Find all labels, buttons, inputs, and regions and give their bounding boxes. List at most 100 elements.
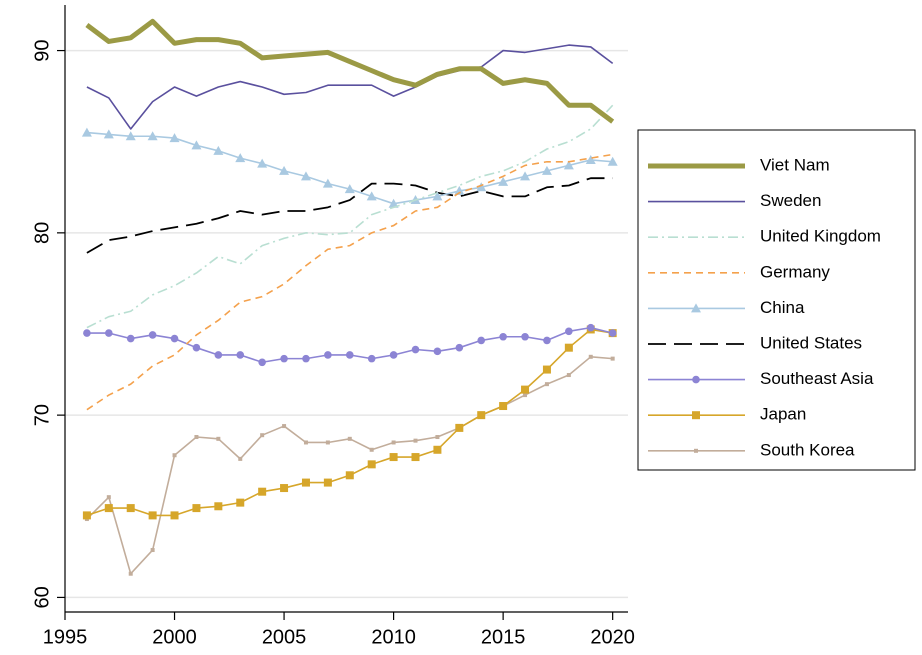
marker (216, 436, 221, 441)
marker (128, 571, 133, 576)
marker (520, 171, 531, 181)
marker (455, 423, 464, 432)
y-tick-label: 60 (31, 586, 53, 608)
marker (192, 504, 201, 513)
marker (585, 154, 596, 164)
marker (433, 347, 442, 356)
marker (543, 336, 551, 345)
marker (607, 156, 618, 166)
legend-box (637, 129, 916, 471)
marker (105, 329, 113, 337)
legend-label: South Korea (760, 440, 855, 459)
x-tick-label: 2015 (481, 626, 526, 648)
marker (389, 453, 398, 462)
marker (126, 334, 135, 343)
marker (258, 358, 266, 367)
legend-label: Japan (760, 405, 806, 424)
marker (694, 448, 698, 453)
marker (323, 478, 332, 487)
marker (103, 129, 114, 139)
marker (388, 198, 399, 208)
legend-label: United States (760, 333, 862, 352)
legend-label: United Kingdom (760, 227, 881, 246)
marker (564, 343, 573, 352)
marker (521, 385, 530, 394)
series (86, 177, 613, 254)
marker (369, 447, 374, 452)
line (86, 177, 613, 254)
marker (126, 504, 135, 513)
marker (477, 336, 486, 345)
legend-label: Southeast Asia (760, 369, 874, 388)
legend-label: China (760, 298, 805, 317)
series (83, 323, 617, 367)
legend-label: Germany (760, 262, 830, 281)
line (86, 104, 614, 329)
marker (282, 424, 287, 429)
marker (258, 487, 267, 496)
marker (544, 382, 549, 387)
marker (125, 131, 136, 141)
marker (565, 327, 573, 336)
marker (148, 511, 157, 520)
marker (147, 131, 158, 141)
marker (498, 176, 509, 186)
marker (104, 504, 113, 513)
marker (432, 191, 443, 201)
marker (454, 185, 465, 195)
marker (280, 354, 288, 363)
marker (260, 433, 265, 438)
marker (455, 343, 464, 352)
marker (325, 440, 330, 445)
marker (477, 411, 486, 420)
marker (194, 435, 199, 440)
marker (238, 456, 243, 461)
marker (257, 158, 268, 168)
marker (566, 373, 571, 378)
marker (345, 471, 354, 480)
marker (691, 303, 701, 313)
marker (169, 133, 180, 143)
marker (692, 375, 700, 384)
legend-label: Sweden (760, 191, 821, 210)
marker (106, 495, 111, 500)
marker (324, 351, 332, 359)
series (86, 153, 613, 411)
marker (82, 511, 91, 520)
legend: Viet Nam Sweden United Kingdom Germany China… (637, 129, 916, 471)
marker (692, 411, 700, 420)
marker (367, 354, 376, 363)
series (85, 18, 615, 124)
marker (303, 440, 308, 445)
marker (411, 345, 420, 354)
marker (191, 140, 202, 150)
marker (499, 402, 508, 411)
marker (301, 478, 310, 487)
x-tick-label: 2020 (590, 626, 635, 648)
x-tick-label: 1995 (43, 626, 88, 648)
marker (214, 351, 223, 359)
marker (541, 165, 552, 175)
marker (345, 351, 354, 359)
marker (347, 436, 352, 441)
marker (563, 160, 574, 170)
marker (214, 502, 223, 511)
marker (435, 435, 440, 440)
marker (413, 438, 418, 443)
line (86, 153, 613, 411)
marker (236, 498, 245, 507)
marker (608, 329, 617, 337)
marker (366, 191, 377, 201)
marker (235, 153, 246, 163)
line (85, 18, 615, 124)
marker (391, 440, 396, 445)
marker (610, 356, 615, 361)
marker (192, 343, 201, 352)
marker (586, 323, 595, 332)
marker (81, 127, 92, 137)
marker (279, 165, 290, 175)
marker (411, 453, 420, 462)
marker (170, 334, 179, 343)
marker (170, 511, 179, 520)
marker (499, 332, 507, 341)
